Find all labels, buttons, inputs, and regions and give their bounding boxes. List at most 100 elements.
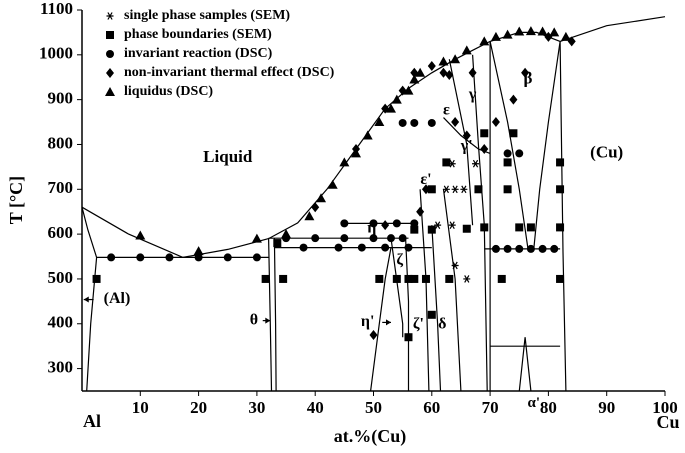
phase-label: η bbox=[367, 219, 376, 236]
square-marker bbox=[515, 223, 524, 232]
circle-marker bbox=[515, 149, 524, 158]
phase-boundary bbox=[559, 41, 567, 392]
square-marker bbox=[503, 158, 512, 167]
square-marker bbox=[410, 225, 419, 234]
phase-boundaries bbox=[81, 16, 666, 392]
square-marker bbox=[427, 225, 436, 234]
circle-marker bbox=[369, 219, 378, 228]
diamond-marker bbox=[445, 69, 454, 80]
circle-marker bbox=[398, 118, 407, 127]
diamond-marker bbox=[521, 67, 530, 78]
phase-boundary bbox=[273, 238, 277, 392]
square-marker bbox=[421, 274, 430, 283]
circle-marker bbox=[369, 234, 378, 243]
x-tick-label: 80 bbox=[540, 398, 557, 417]
legend-marker bbox=[105, 87, 115, 96]
circle-marker bbox=[107, 253, 116, 262]
triangle-marker bbox=[502, 29, 513, 39]
phase-boundary bbox=[268, 238, 273, 392]
x-end-label: Al bbox=[83, 411, 101, 431]
y-tick-label: 500 bbox=[48, 268, 74, 287]
triangle-marker bbox=[403, 85, 414, 95]
triangle-marker bbox=[193, 246, 204, 256]
x-tick-label: 90 bbox=[598, 398, 615, 417]
phase-boundary bbox=[489, 41, 529, 249]
asterisk-marker bbox=[451, 261, 459, 270]
phase-boundary bbox=[472, 54, 488, 392]
square-marker bbox=[556, 223, 565, 232]
arrow-head bbox=[265, 317, 271, 324]
phase-label: β bbox=[524, 68, 533, 87]
square-marker bbox=[497, 274, 506, 283]
circle-marker bbox=[410, 219, 419, 228]
diamond-marker bbox=[381, 220, 390, 231]
phase-boundary bbox=[559, 16, 666, 42]
triangle-marker bbox=[450, 54, 461, 64]
legend-label: non-invariant thermal effect (DSC) bbox=[124, 65, 335, 80]
x-tick-label: 20 bbox=[190, 398, 207, 417]
triangle-marker bbox=[514, 26, 525, 36]
diamond-marker bbox=[451, 117, 460, 128]
circle-marker bbox=[398, 234, 407, 243]
arrow-head bbox=[83, 296, 89, 303]
circle-marker bbox=[252, 253, 261, 262]
x-axis-label: at.%(Cu) bbox=[334, 426, 407, 447]
square-marker bbox=[503, 185, 512, 194]
phase-label: δ bbox=[438, 315, 446, 332]
triangle-marker bbox=[339, 157, 350, 167]
circle-marker bbox=[427, 118, 436, 127]
phase-boundary bbox=[419, 189, 430, 392]
triangle-marker bbox=[537, 26, 548, 36]
phase-boundary bbox=[448, 59, 474, 226]
square-marker bbox=[462, 224, 471, 233]
square-marker bbox=[410, 274, 419, 283]
triangle-marker bbox=[525, 26, 536, 36]
triangle-marker bbox=[251, 233, 262, 243]
circle-marker bbox=[404, 243, 413, 252]
circle-marker bbox=[223, 253, 232, 262]
square-marker bbox=[279, 274, 288, 283]
diamond-marker bbox=[480, 143, 489, 154]
circle-marker bbox=[340, 219, 349, 228]
circle-marker bbox=[165, 253, 174, 262]
phase-label: ε' bbox=[420, 171, 431, 188]
legend-label: invariant reaction (DSC) bbox=[124, 46, 273, 61]
x-end-label: Cu bbox=[656, 412, 679, 432]
y-tick-label: 1100 bbox=[40, 0, 73, 18]
legend-marker bbox=[106, 50, 114, 58]
y-tick-label: 900 bbox=[48, 89, 74, 108]
circle-marker bbox=[194, 253, 203, 262]
legend-marker bbox=[106, 31, 114, 39]
phase-label: η' bbox=[361, 313, 375, 330]
triangle-marker bbox=[385, 103, 396, 113]
square-marker bbox=[556, 158, 565, 167]
diamond-marker bbox=[509, 94, 518, 105]
y-tick-label: 1000 bbox=[39, 44, 73, 63]
triangle-marker bbox=[409, 74, 420, 84]
triangle-marker bbox=[362, 130, 373, 140]
phase-boundary bbox=[390, 238, 404, 338]
x-tick-label: 60 bbox=[423, 398, 440, 417]
circle-marker bbox=[410, 118, 419, 127]
phase-boundary bbox=[518, 337, 532, 392]
square-marker bbox=[442, 158, 451, 167]
x-tick-label: 10 bbox=[132, 398, 149, 417]
diamond-marker bbox=[468, 67, 477, 78]
square-marker bbox=[404, 333, 413, 342]
triangle-marker bbox=[135, 230, 146, 240]
triangle-marker bbox=[549, 27, 560, 37]
diamond-marker bbox=[439, 67, 448, 78]
legend: single phase samples (SEM) phase boundari… bbox=[124, 8, 335, 99]
square-marker bbox=[480, 223, 489, 232]
circle-marker bbox=[340, 234, 349, 243]
triangle-marker bbox=[391, 94, 402, 104]
triangle-marker bbox=[490, 31, 501, 41]
circle-marker bbox=[357, 243, 366, 252]
diamond-marker bbox=[311, 202, 320, 213]
circle-marker bbox=[299, 243, 308, 252]
square-marker bbox=[556, 274, 565, 283]
circle-marker bbox=[491, 244, 500, 253]
phase-boundary bbox=[533, 41, 561, 249]
circle-marker bbox=[515, 244, 524, 253]
square-marker bbox=[92, 274, 101, 283]
